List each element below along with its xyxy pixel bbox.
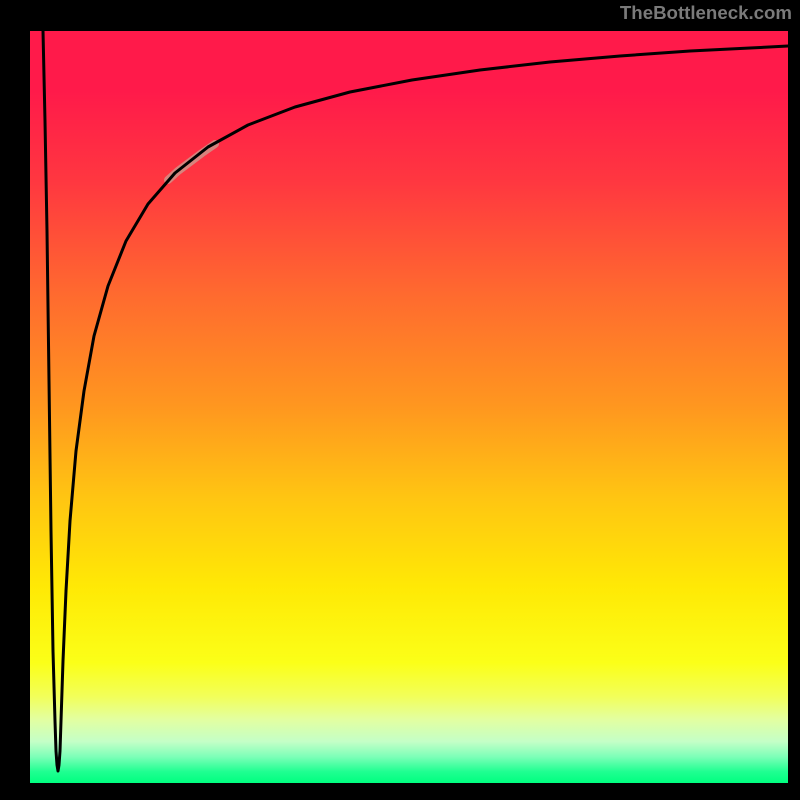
- main-curve: [43, 31, 788, 771]
- chart-container: TheBottleneck.com: [0, 0, 800, 800]
- attribution-text: TheBottleneck.com: [620, 2, 792, 24]
- plot-area: [30, 31, 788, 783]
- bottleneck-curve: [30, 31, 788, 783]
